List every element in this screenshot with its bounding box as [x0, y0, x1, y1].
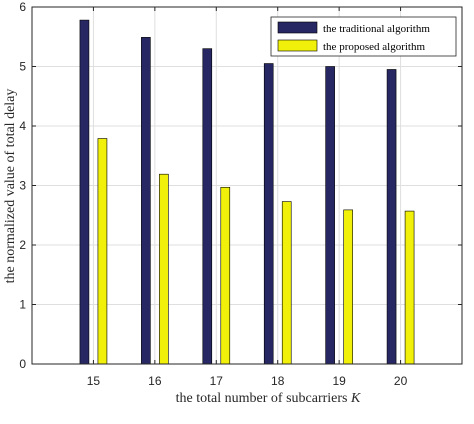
bars [79, 19, 415, 365]
legend-label-traditional: the traditional algorithm [323, 23, 430, 35]
x-tick-label: 17 [210, 374, 224, 388]
y-tick-label: 1 [19, 298, 26, 312]
y-tick-label: 2 [19, 238, 26, 252]
y-tick-label: 6 [19, 0, 26, 14]
x-tick-label: 20 [394, 374, 408, 388]
bar-proposed-15 [97, 138, 108, 365]
bar-traditional-19 [325, 66, 335, 365]
bar-proposed-18 [281, 201, 292, 365]
x-tick-label: 15 [87, 374, 101, 388]
y-tick-label: 4 [19, 119, 26, 133]
x-axis-label: the total number of subcarriers K [176, 391, 361, 406]
legend-swatch-traditional [277, 21, 318, 34]
bar-traditional-16 [141, 37, 151, 365]
bar-proposed-20 [404, 210, 415, 365]
x-axis-ticks: 15 16 17 18 19 20 [87, 7, 408, 388]
bar-proposed-19 [343, 209, 353, 365]
bar-traditional-18 [263, 63, 274, 365]
bar-traditional-15 [79, 19, 90, 365]
y-tick-label: 5 [19, 60, 26, 74]
y-axis-label: the normalized value of total delay [3, 89, 18, 284]
bar-traditional-17 [202, 48, 213, 365]
bar-traditional-20 [386, 69, 397, 365]
x-tick-label: 18 [271, 374, 285, 388]
legend-swatch-proposed [277, 39, 318, 52]
y-axis-ticks: 0 1 2 3 4 5 6 [19, 0, 462, 371]
x-tick-label: 19 [332, 374, 346, 388]
x-tick-label: 16 [148, 374, 162, 388]
y-tick-label: 3 [19, 179, 26, 193]
bar-proposed-16 [159, 173, 169, 365]
bar-proposed-17 [220, 186, 231, 365]
legend: the traditional algorithm the proposed a… [270, 16, 457, 57]
y-tick-label: 0 [19, 357, 26, 371]
legend-label-proposed: the proposed algorithm [323, 41, 425, 53]
